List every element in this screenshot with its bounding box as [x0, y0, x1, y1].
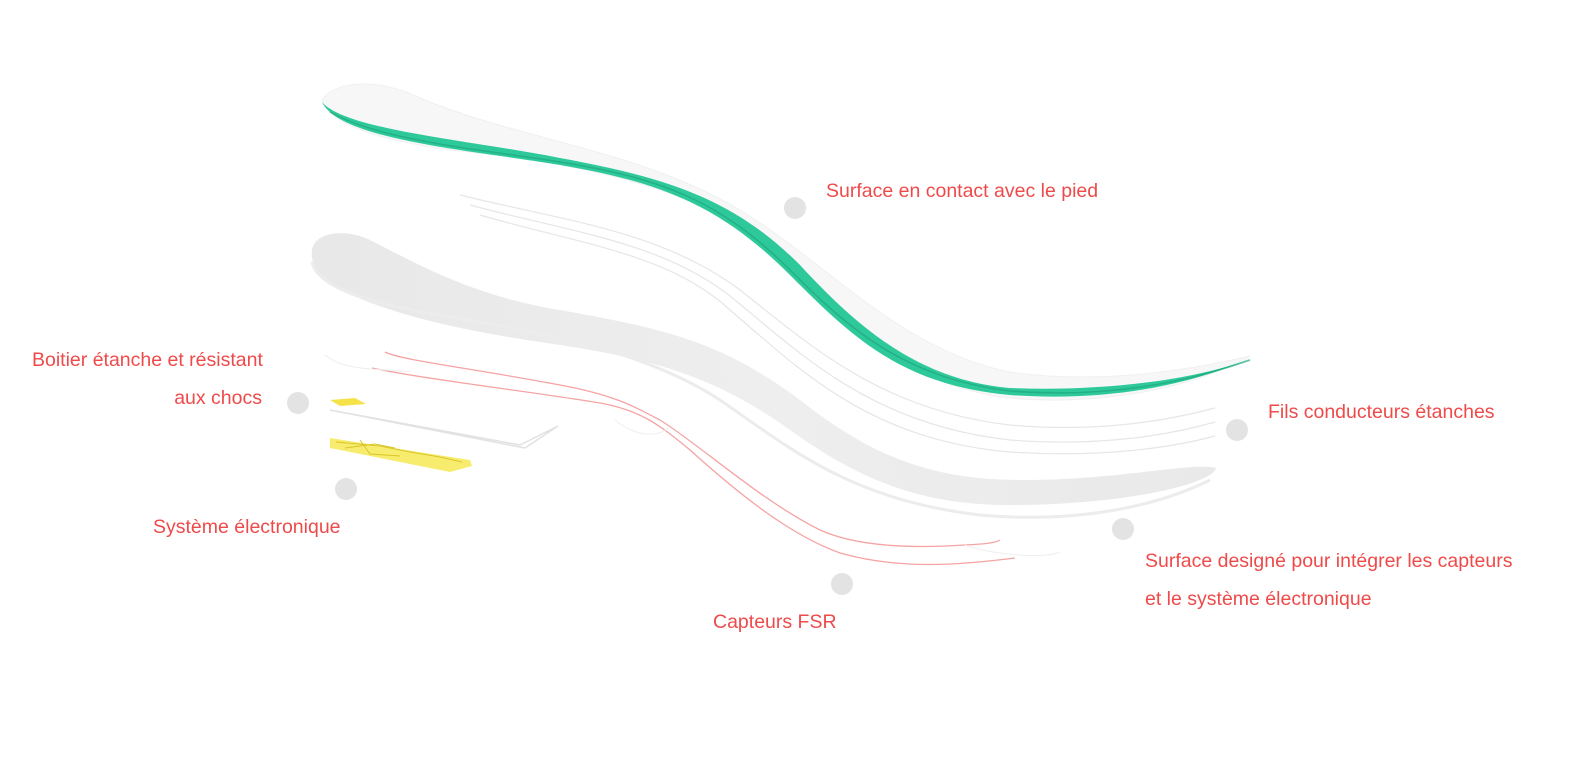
housing-marker	[287, 392, 309, 414]
housing-chip	[330, 398, 366, 406]
contact-surface-edge	[329, 111, 1251, 394]
wires-marker	[1226, 419, 1248, 441]
top-layer-body	[321, 83, 1251, 401]
electronics-label: Système électronique	[153, 508, 341, 546]
sensors-text: Capteurs FSR	[713, 611, 837, 633]
integration-text-line1: Surface designé pour intégrer les capteu…	[1145, 550, 1513, 572]
housing-text-line1: Boitier étanche et résistant	[32, 349, 263, 371]
housing-plate	[329, 409, 559, 449]
wires-text: Fils conducteurs étanches	[1268, 401, 1495, 423]
integration-marker	[1112, 518, 1134, 540]
sensors-label: Capteurs FSR	[713, 603, 837, 641]
contact-surface-marker	[784, 197, 806, 219]
sensors-marker	[831, 573, 853, 595]
electronics-traces	[335, 439, 463, 463]
electronics-marker	[335, 478, 357, 500]
electronics-text: Système électronique	[153, 516, 341, 538]
housing-text-line2: aux chocs	[174, 387, 262, 409]
wire-lines	[459, 194, 1216, 455]
contact-surface-text: Surface en contact avec le pied	[826, 180, 1099, 202]
integration-surface-base	[310, 261, 1211, 519]
contact-surface-label: Surface en contact avec le pied	[826, 172, 1098, 210]
fsr-sensor-traces	[371, 351, 1016, 566]
housing-label: Boitier étanche et résistant aux chocs	[32, 341, 263, 417]
sensor-base-shadow	[324, 354, 1061, 557]
electronics-board	[330, 438, 472, 472]
integration-surface-layer	[311, 233, 1216, 506]
wires-label: Fils conducteurs étanches	[1268, 393, 1495, 431]
integration-label: Surface designé pour intégrer les capteu…	[1145, 542, 1512, 618]
integration-text-line2: et le système électronique	[1145, 588, 1372, 610]
